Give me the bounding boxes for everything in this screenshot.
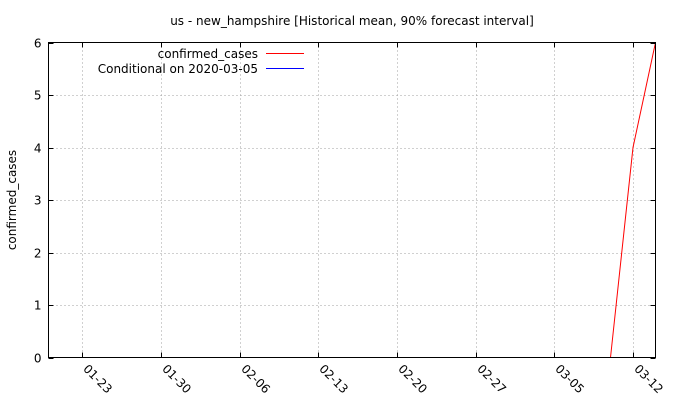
series-layer <box>610 42 656 358</box>
y-tick-label: 6 <box>34 37 42 51</box>
chart-title: us - new_hampshire [Historical mean, 90%… <box>170 14 534 28</box>
y-axis-label: confirmed_cases <box>5 150 19 250</box>
y-tick-label: 3 <box>34 194 42 208</box>
x-tick-label: 03-05 <box>552 362 587 397</box>
x-tick-label: 03-12 <box>631 362 666 397</box>
y-tick-label: 2 <box>34 247 42 261</box>
x-tick-label: 02-20 <box>395 362 430 397</box>
x-tick-label: 01-23 <box>80 362 115 397</box>
y-tick-label: 0 <box>34 352 42 366</box>
y-tick-label: 1 <box>34 299 42 313</box>
x-tick-label: 02-06 <box>238 362 273 397</box>
plot-border <box>48 42 656 358</box>
x-tick-label: 01-30 <box>159 362 194 397</box>
legend-label: Conditional on 2020-03-05 <box>98 62 258 76</box>
y-tick-label: 5 <box>34 89 42 103</box>
x-tick-label: 02-27 <box>474 362 509 397</box>
series-line-confirmed-cases <box>610 42 656 358</box>
grid-lines <box>48 42 656 358</box>
legend-label: confirmed_cases <box>158 47 258 61</box>
axis-ticks: 0 1 2 3 4 5 6 01-23 01-30 02-06 02-13 02-20 02-27 03-… <box>34 37 666 397</box>
x-tick-label: 02-13 <box>316 362 351 397</box>
y-tick-label: 4 <box>34 142 42 156</box>
